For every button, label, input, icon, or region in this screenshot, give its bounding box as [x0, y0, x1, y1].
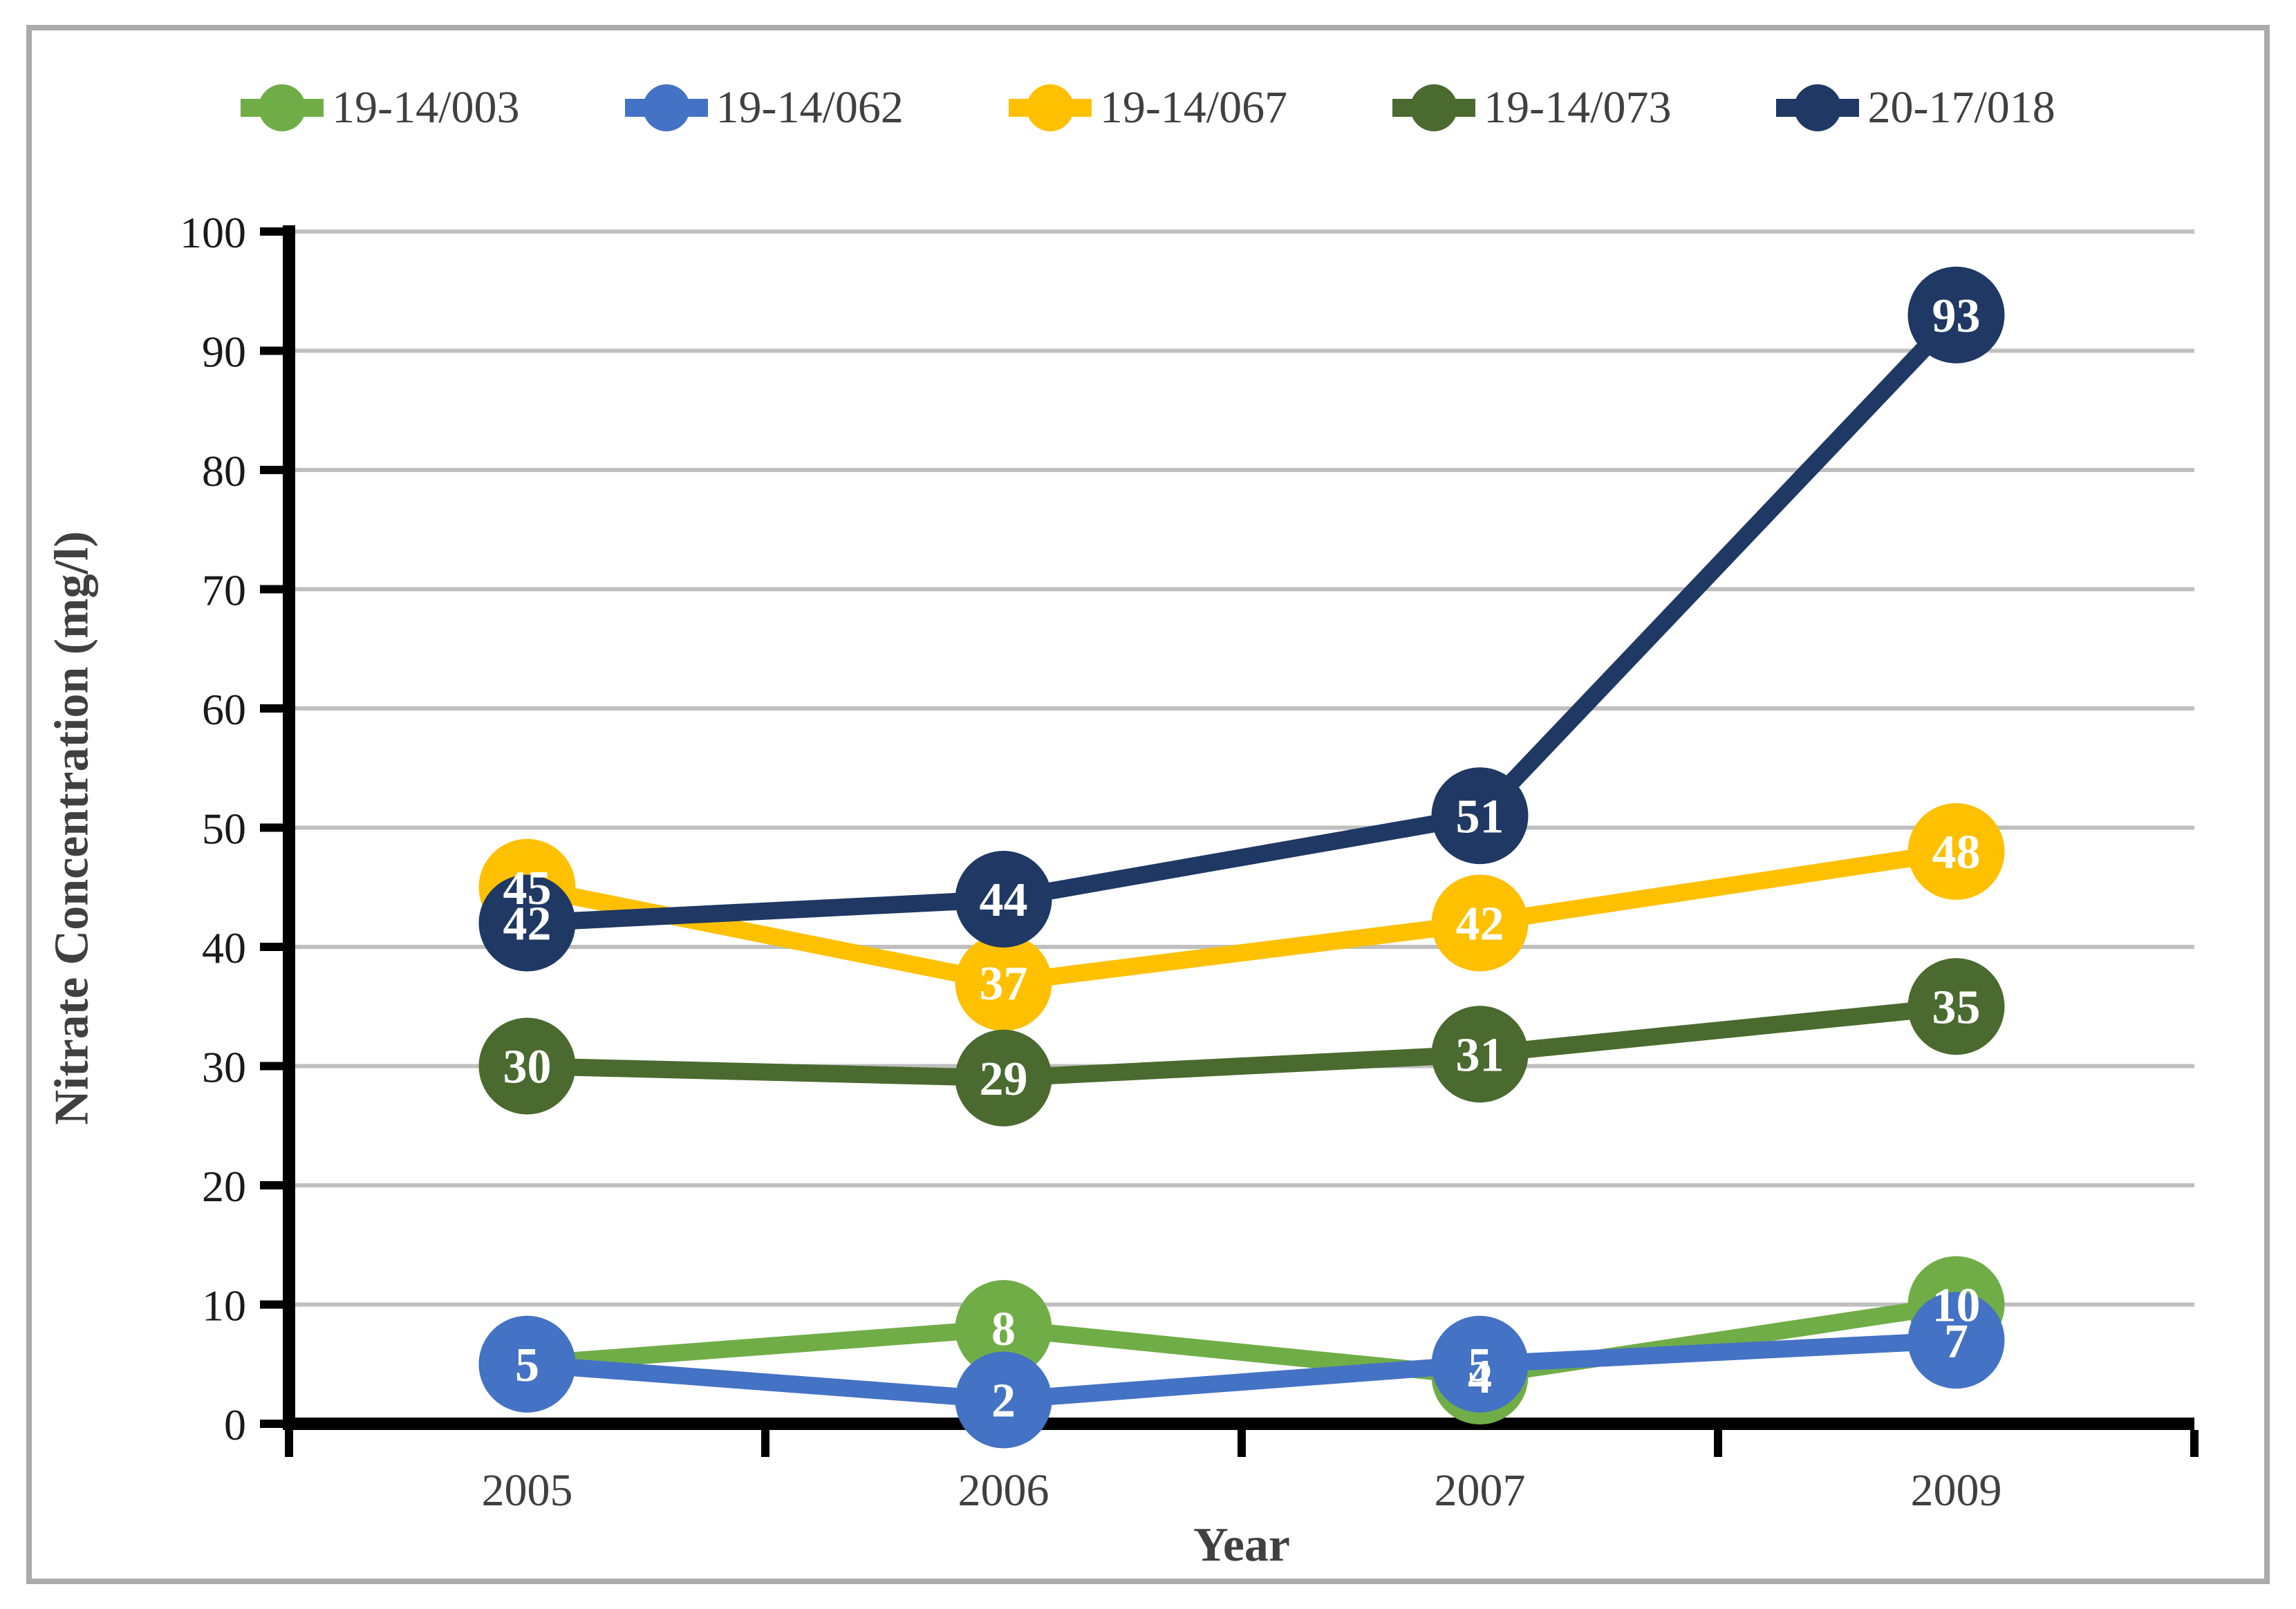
data-point-label: 51	[1456, 790, 1504, 843]
data-point-label: 35	[1932, 981, 1981, 1034]
legend-item: 19-14/067	[1008, 82, 1288, 134]
y-tick-label: 100	[180, 208, 246, 257]
legend-line-marker-icon	[1776, 84, 1860, 131]
data-point-marker	[478, 1017, 576, 1115]
data-point-label: 5	[1468, 1339, 1492, 1392]
data-point-label: 45	[503, 862, 552, 915]
data-point-marker	[478, 874, 576, 972]
data-point-label: 29	[980, 1053, 1028, 1106]
data-point-label: 7	[1944, 1315, 1968, 1368]
data-point-label: 37	[980, 957, 1028, 1010]
data-point-label: 2	[991, 1375, 1016, 1428]
data-point-label: 10	[1932, 1279, 1981, 1333]
y-tick-label: 0	[224, 1400, 246, 1449]
data-point-marker	[955, 1029, 1052, 1127]
y-tick-label: 40	[202, 923, 246, 972]
data-point-marker	[955, 851, 1052, 948]
y-tick-label: 90	[202, 328, 246, 377]
legend-item: 20-17/018	[1776, 82, 2055, 134]
data-point-label: 4	[1468, 1351, 1492, 1404]
y-tick-label: 80	[202, 446, 246, 496]
series-line	[526, 1296, 1958, 1385]
y-tick-label: 70	[202, 566, 246, 615]
data-point-marker	[955, 1351, 1052, 1449]
data-point-label: 30	[503, 1041, 552, 1094]
legend-label: 19-14/073	[1484, 82, 1672, 133]
x-tick-label: 2007	[1435, 1465, 1526, 1516]
data-point-marker	[955, 934, 1052, 1031]
data-point-marker	[1431, 874, 1529, 972]
data-point-label: 42	[1456, 898, 1504, 951]
legend-label: 19-14/067	[1099, 82, 1288, 133]
legend-line-marker-icon	[1392, 84, 1476, 131]
series-line	[526, 309, 1963, 932]
y-tick-label: 10	[202, 1281, 246, 1330]
data-point-marker	[478, 1315, 576, 1413]
y-axis-title: Nitrate Concentration (mg/l)	[46, 530, 99, 1125]
y-tick-label: 20	[202, 1162, 246, 1211]
legend-item: 19-14/003	[241, 82, 520, 134]
data-point-marker	[1907, 1292, 2005, 1389]
legend-label: 19-14/003	[332, 82, 520, 133]
data-point-label: 5	[515, 1339, 539, 1392]
x-tick-label: 2009	[1911, 1465, 2002, 1516]
data-point-marker	[1431, 767, 1529, 865]
data-point-label: 31	[1456, 1028, 1504, 1082]
legend-line-marker-icon	[624, 84, 708, 131]
legend-line-marker-icon	[1008, 84, 1092, 131]
y-tick-label: 30	[202, 1043, 246, 1092]
x-axis-title: Year	[1193, 1518, 1290, 1572]
data-point-marker	[955, 1280, 1052, 1377]
data-point-label: 42	[503, 898, 552, 951]
series-line	[525, 843, 1958, 992]
series-line	[526, 1331, 1957, 1409]
x-tick-label: 2006	[958, 1465, 1049, 1516]
y-tick-label: 50	[202, 804, 246, 854]
legend-line-marker-icon	[241, 84, 324, 131]
legend: 19-14/003 19-14/062 19-14/067 19-14/073 20-1…	[0, 82, 2296, 134]
data-point-marker	[1907, 958, 2005, 1055]
data-point-marker	[1907, 803, 2005, 900]
data-point-label: 8	[991, 1303, 1016, 1356]
legend-label: 20-17/018	[1867, 82, 2055, 133]
data-point-marker	[1907, 266, 2005, 364]
data-point-label: 44	[980, 874, 1028, 927]
legend-item: 19-14/073	[1392, 82, 1671, 134]
data-point-label: 5	[515, 1339, 539, 1392]
x-tick-label: 2005	[482, 1465, 573, 1516]
data-point-label: 48	[1932, 826, 1981, 879]
legend-label: 19-14/062	[716, 82, 904, 133]
data-point-label: 93	[1932, 290, 1981, 343]
series-line	[527, 997, 1957, 1087]
legend-item: 19-14/062	[624, 82, 904, 134]
data-point-marker	[1431, 1315, 1529, 1413]
y-tick-label: 60	[202, 685, 246, 734]
figure-border	[26, 25, 2270, 1584]
data-point-marker	[1431, 1006, 1529, 1103]
